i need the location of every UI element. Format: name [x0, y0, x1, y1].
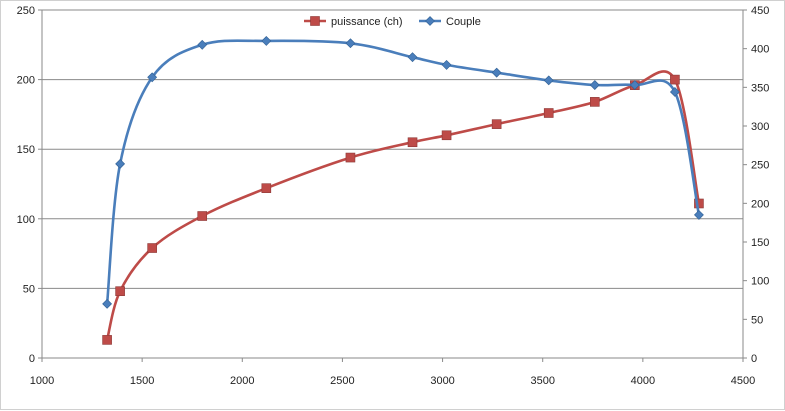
- left-y-tick-label: 0: [29, 353, 35, 365]
- puissance-point: [441, 130, 452, 141]
- axes: [38, 9, 747, 362]
- left-y-tick-labels: 0 50 100 150 200 250: [17, 5, 35, 365]
- right-y-tick-label: 350: [751, 82, 769, 94]
- left-y-tick-label: 50: [23, 283, 35, 295]
- couple-point: [102, 298, 113, 309]
- x-tick-label: 2500: [330, 375, 354, 387]
- x-tick-label: 1000: [30, 375, 54, 387]
- right-y-tick-label: 200: [751, 198, 769, 210]
- couple-point: [669, 87, 680, 97]
- couple-point: [147, 72, 158, 83]
- puissance-point: [491, 119, 502, 129]
- legend-label: puissance (ch): [331, 16, 403, 28]
- couple-point: [629, 80, 640, 90]
- puissance-point: [589, 97, 600, 107]
- couple-series: [102, 36, 704, 309]
- couple-line: [105, 39, 701, 305]
- left-y-tick-label: 250: [17, 5, 35, 17]
- legend-swatch-marker: [310, 16, 320, 26]
- couple-point: [441, 59, 452, 70]
- left-y-tick-label: 150: [17, 144, 35, 156]
- legend-swatch-marker: [425, 16, 435, 26]
- left-y-tick-label: 100: [17, 214, 35, 226]
- legend: puissance (ch) Couple: [304, 16, 481, 28]
- puissance-line: [105, 70, 701, 341]
- puissance-point: [670, 74, 680, 85]
- left-y-tick-label: 200: [17, 75, 35, 87]
- puissance-point: [147, 243, 157, 253]
- couple-point: [491, 67, 502, 78]
- right-y-tick-label: 300: [751, 121, 769, 133]
- couple-point: [261, 36, 272, 46]
- x-tick-label: 4500: [731, 375, 755, 387]
- couple-point: [407, 52, 418, 63]
- couple-point: [589, 80, 600, 90]
- right-y-tick-label: 250: [751, 160, 769, 172]
- couple-point: [694, 210, 704, 220]
- couple-point: [543, 75, 554, 86]
- x-tick-label: 4000: [631, 375, 655, 387]
- right-y-tick-label: 450: [751, 5, 769, 17]
- right-y-tick-label: 50: [751, 314, 763, 326]
- x-tick-label: 3000: [430, 375, 454, 387]
- puissance-point: [345, 152, 356, 163]
- right-y-tick-label: 0: [751, 353, 757, 365]
- couple-point: [115, 158, 126, 169]
- right-y-tick-label: 400: [751, 44, 769, 56]
- puissance-point: [261, 183, 272, 193]
- couple-point: [197, 39, 208, 50]
- x-tick-labels: 1000 1500 2000 2500 3000 3500 4000 4500: [30, 375, 755, 387]
- gridlines: [42, 9, 743, 289]
- puissance-series: [102, 70, 704, 345]
- x-tick-label: 1500: [130, 375, 154, 387]
- puissance-point: [543, 108, 554, 118]
- puissance-point: [115, 286, 125, 296]
- x-tick-label: 2000: [230, 375, 254, 387]
- x-tick-label: 3500: [530, 375, 554, 387]
- right-y-tick-label: 150: [751, 237, 769, 249]
- series-layer: [102, 36, 704, 345]
- right-y-tick-labels: 0 50 100 150 200 250 300 350 400 450: [751, 5, 769, 365]
- puissance-point: [407, 137, 418, 148]
- legend-item-puissance: puissance (ch): [304, 16, 403, 28]
- right-y-tick-label: 100: [751, 276, 769, 288]
- puissance-point: [197, 211, 208, 221]
- legend-label: Couple: [446, 16, 481, 28]
- puissance-point: [102, 335, 112, 345]
- legend-item-couple: Couple: [419, 16, 481, 28]
- couple-point: [345, 38, 356, 49]
